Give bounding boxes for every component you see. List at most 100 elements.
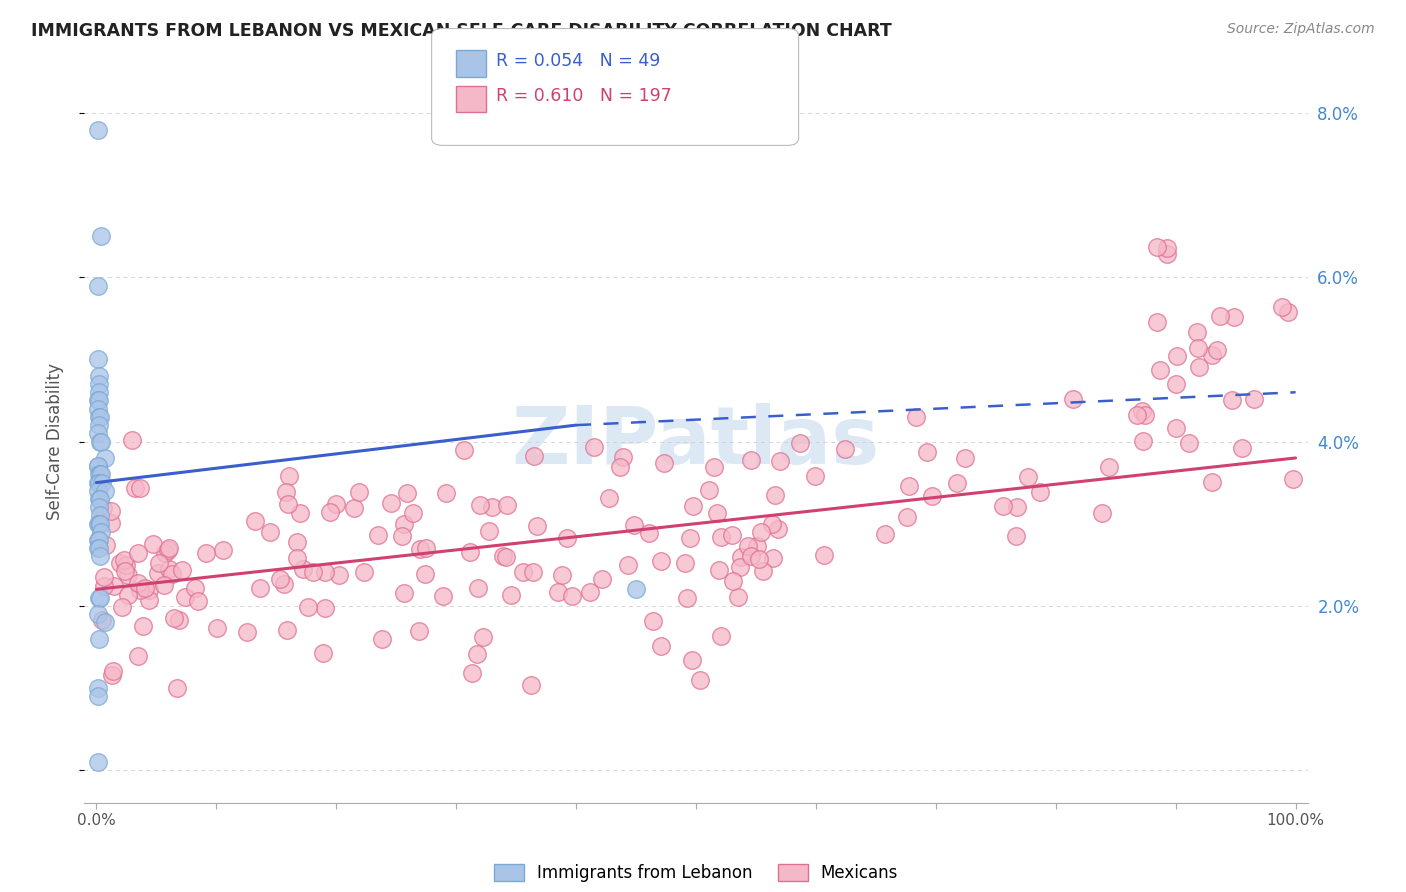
- Point: [1005, 500, 1028, 514]
- Point: [163, 611, 186, 625]
- Point: [91, 475, 114, 490]
- Point: [86, 607, 108, 621]
- Point: [276, 623, 298, 637]
- Point: [897, 479, 920, 493]
- Point: [624, 582, 647, 597]
- Point: [86, 459, 108, 474]
- Point: [90, 467, 112, 482]
- Point: [1271, 300, 1294, 314]
- Point: [353, 565, 375, 579]
- Point: [721, 528, 744, 542]
- Point: [93, 579, 115, 593]
- Point: [297, 599, 319, 614]
- Point: [86, 689, 108, 703]
- Point: [740, 453, 762, 467]
- Point: [90, 524, 112, 539]
- Point: [90, 434, 112, 449]
- Point: [87, 467, 110, 482]
- Point: [87, 500, 110, 515]
- Point: [1146, 240, 1168, 254]
- Point: [481, 500, 503, 514]
- Point: [652, 456, 675, 470]
- Point: [134, 582, 156, 596]
- Point: [583, 440, 606, 454]
- Point: [110, 556, 132, 570]
- Point: [681, 653, 703, 667]
- Point: [87, 516, 110, 531]
- Text: Source: ZipAtlas.com: Source: ZipAtlas.com: [1227, 22, 1375, 37]
- Point: [157, 542, 180, 557]
- Point: [703, 459, 725, 474]
- Point: [1091, 506, 1114, 520]
- Point: [89, 491, 111, 506]
- Point: [751, 524, 773, 539]
- Point: [127, 576, 149, 591]
- Point: [89, 591, 111, 605]
- Point: [710, 629, 733, 643]
- Point: [1029, 484, 1052, 499]
- Point: [86, 278, 108, 293]
- Point: [650, 639, 672, 653]
- Point: [127, 649, 149, 664]
- Point: [993, 499, 1015, 513]
- Point: [579, 584, 602, 599]
- Point: [432, 590, 454, 604]
- Point: [89, 467, 111, 482]
- Point: [748, 551, 770, 566]
- Text: R = 0.610   N = 197: R = 0.610 N = 197: [496, 87, 672, 105]
- Point: [727, 591, 749, 605]
- Point: [905, 410, 928, 425]
- Point: [101, 664, 124, 678]
- Point: [623, 517, 645, 532]
- Point: [415, 541, 437, 555]
- Point: [380, 496, 402, 510]
- Point: [129, 583, 152, 598]
- Point: [259, 524, 281, 539]
- Point: [89, 549, 111, 564]
- Point: [1282, 472, 1305, 486]
- Point: [395, 485, 418, 500]
- Point: [114, 564, 136, 578]
- Point: [86, 755, 108, 769]
- Point: [523, 449, 546, 463]
- Point: [301, 565, 323, 579]
- Point: [86, 426, 108, 441]
- Point: [91, 500, 114, 515]
- Point: [458, 545, 481, 559]
- Point: [1243, 392, 1265, 406]
- Point: [1230, 441, 1253, 455]
- Point: [834, 442, 856, 456]
- Point: [343, 501, 366, 516]
- Point: [111, 600, 134, 615]
- Point: [173, 590, 195, 604]
- Point: [277, 497, 299, 511]
- Point: [87, 418, 110, 433]
- Point: [249, 581, 271, 595]
- Point: [131, 619, 153, 633]
- Point: [526, 519, 548, 533]
- Point: [391, 529, 413, 543]
- Point: [468, 498, 491, 512]
- Point: [921, 490, 943, 504]
- Point: [1187, 325, 1209, 339]
- Text: R = 0.054   N = 49: R = 0.054 N = 49: [496, 52, 661, 70]
- Point: [472, 630, 495, 644]
- Point: [730, 549, 752, 564]
- Point: [91, 613, 114, 627]
- Point: [1205, 343, 1227, 357]
- Point: [813, 548, 835, 562]
- Point: [112, 552, 135, 566]
- Point: [325, 497, 347, 511]
- Point: [94, 539, 117, 553]
- Point: [93, 483, 117, 498]
- Point: [87, 533, 110, 547]
- Text: IMMIGRANTS FROM LEBANON VS MEXICAN SELF-CARE DISABILITY CORRELATION CHART: IMMIGRANTS FROM LEBANON VS MEXICAN SELF-…: [31, 22, 891, 40]
- Point: [728, 560, 751, 574]
- Point: [166, 681, 188, 695]
- Point: [641, 614, 664, 628]
- Point: [609, 460, 631, 475]
- Point: [745, 539, 768, 553]
- Point: [86, 533, 108, 547]
- Point: [392, 586, 415, 600]
- Point: [1209, 310, 1232, 324]
